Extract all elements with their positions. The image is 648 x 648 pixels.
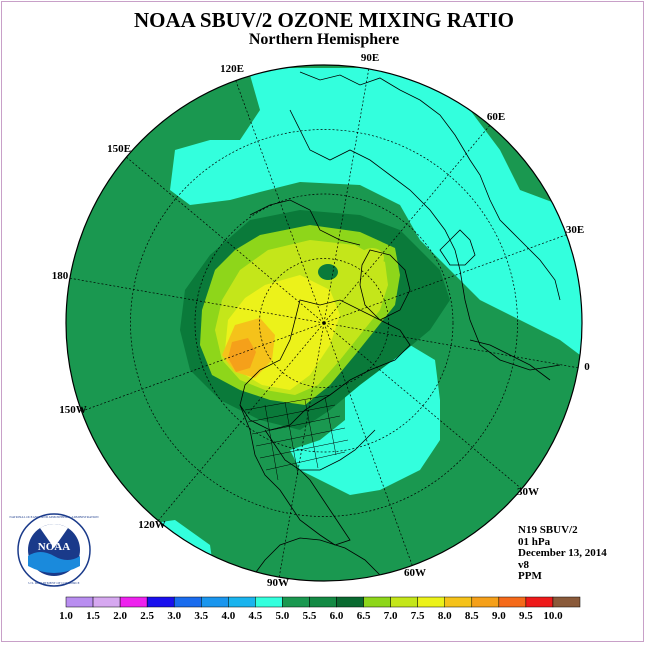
- colorbar-label: 1.0: [59, 610, 73, 622]
- field-lightgreen-patch: [360, 248, 384, 268]
- meridian-line: [323, 322, 413, 566]
- info-block: N19 SBUV/2 01 hPa December 13, 2014 v8 P…: [518, 524, 607, 583]
- colorbar-label: 2.0: [113, 610, 127, 622]
- colorbar-swatch: [336, 596, 364, 608]
- colorbar-swatch: [525, 596, 554, 608]
- colorbar-swatch: [417, 596, 445, 608]
- meridian-line: [81, 322, 325, 412]
- lon-label-150e: 150E: [107, 143, 131, 155]
- latitude-circle: [130, 129, 518, 517]
- lon-label-60e: 60E: [487, 111, 505, 123]
- meridian-line: [323, 68, 370, 324]
- colorbar-label: 9.0: [492, 610, 506, 622]
- longitude-labels: 90E 60E 30E 0 30W 60W 90W 120W 150W 180 …: [52, 52, 591, 589]
- info-date: December 13, 2014: [518, 547, 607, 559]
- colorbar-label: 1.5: [86, 610, 100, 622]
- colorbar-swatch: [173, 596, 202, 608]
- meridian-line: [323, 234, 567, 324]
- field-orange-8: [228, 338, 256, 372]
- chart-title: NOAA SBUV/2 OZONE MIXING RATIO: [134, 8, 514, 32]
- coastlines: [239, 71, 561, 581]
- colorbar-label: 7.5: [411, 610, 425, 622]
- meridian-line: [69, 277, 325, 324]
- noaa-ring-bottom: U.S. DEPARTMENT OF COMMERCE: [28, 581, 79, 585]
- latitude-circle: [194, 193, 454, 453]
- lon-label-60w: 60W: [404, 567, 426, 579]
- colorbar-label: 4.5: [248, 610, 262, 622]
- colorbar-swatch: [363, 596, 391, 608]
- colorbar-swatch: [65, 596, 94, 608]
- lon-label-30w: 30W: [517, 486, 539, 498]
- colorbar-label: 10.0: [543, 610, 563, 622]
- colorbar-swatch: [255, 596, 283, 608]
- chart-subtitle: Northern Hemisphere: [248, 31, 400, 48]
- colorbar-swatch: [444, 596, 473, 608]
- latitude-circle: [259, 258, 389, 388]
- meridian-line: [126, 156, 325, 324]
- colorbar-label: 5.5: [303, 610, 317, 622]
- meridian-line: [323, 322, 579, 369]
- colorbar-label: 4.0: [221, 610, 235, 622]
- colorbar-swatch: [228, 596, 256, 608]
- colorbar-label: 3.0: [167, 610, 181, 622]
- lon-label-120w: 120W: [138, 519, 166, 531]
- info-level: 01 hPa: [518, 535, 551, 548]
- lon-label-120e: 120E: [220, 63, 244, 75]
- colorbar-label: 6.0: [330, 610, 344, 622]
- colorbar-swatch: [390, 596, 418, 608]
- lon-label-0: 0: [584, 361, 590, 373]
- colorbar-swatch: [119, 596, 148, 608]
- colorbar-label: 2.5: [140, 610, 154, 622]
- colorbar-swatch: [201, 596, 229, 608]
- lon-label-180: 180: [52, 270, 69, 282]
- ozone-field: [66, 65, 582, 581]
- colorbar-label: 5.0: [276, 610, 290, 622]
- colorbar-label: 8.0: [438, 610, 452, 622]
- meridian-line: [323, 322, 522, 490]
- colorbar-label: 3.5: [194, 610, 208, 622]
- info-units: PPM: [518, 570, 542, 582]
- colorbar: 1.0 1.5 2.0 2.5 3.0 3.5 4.0 4.5 5.0 5.5 6.0 6.5 7.0 7…: [59, 596, 581, 622]
- noaa-logo-text: NOAA: [38, 541, 70, 553]
- colorbar-label: 8.5: [465, 610, 479, 622]
- field-cyan-atlantic: [290, 345, 440, 495]
- us-state-lines: [244, 394, 349, 481]
- lon-label-30e: 30E: [566, 224, 584, 236]
- lon-label-90e: 90E: [361, 52, 379, 64]
- colorbar-label: 6.5: [357, 610, 371, 622]
- meridian-line: [278, 322, 325, 578]
- lon-label-150w: 150W: [59, 404, 87, 416]
- colorbar-label: 9.5: [519, 610, 533, 622]
- field-cyan-north: [170, 68, 582, 370]
- colorbar-swatch: [92, 596, 121, 608]
- graticule: [69, 68, 579, 578]
- colorbar-swatch: [309, 596, 337, 608]
- colorbar-swatch: [282, 596, 310, 608]
- info-satellite: N19 SBUV/2: [518, 524, 578, 536]
- lon-label-90w: 90W: [267, 577, 289, 589]
- noaa-logo: NOAA NATIONAL OCEANIC AND ATMOSPHERIC AD…: [9, 513, 99, 587]
- colorbar-swatch: [471, 596, 500, 608]
- meridian-line: [157, 322, 325, 521]
- colorbar-swatch: [552, 596, 581, 608]
- map-boundary: [65, 64, 583, 582]
- meridian-line: [323, 125, 491, 324]
- colorbar-swatch: [146, 596, 175, 608]
- meridian-line: [235, 80, 325, 324]
- noaa-ring-top: NATIONAL OCEANIC AND ATMOSPHERIC ADMINIS…: [9, 515, 99, 519]
- field-darkgreen-spot: [318, 264, 338, 280]
- colorbar-label: 7.0: [384, 610, 398, 622]
- colorbar-swatch: [498, 596, 527, 608]
- info-version: v8: [518, 558, 529, 571]
